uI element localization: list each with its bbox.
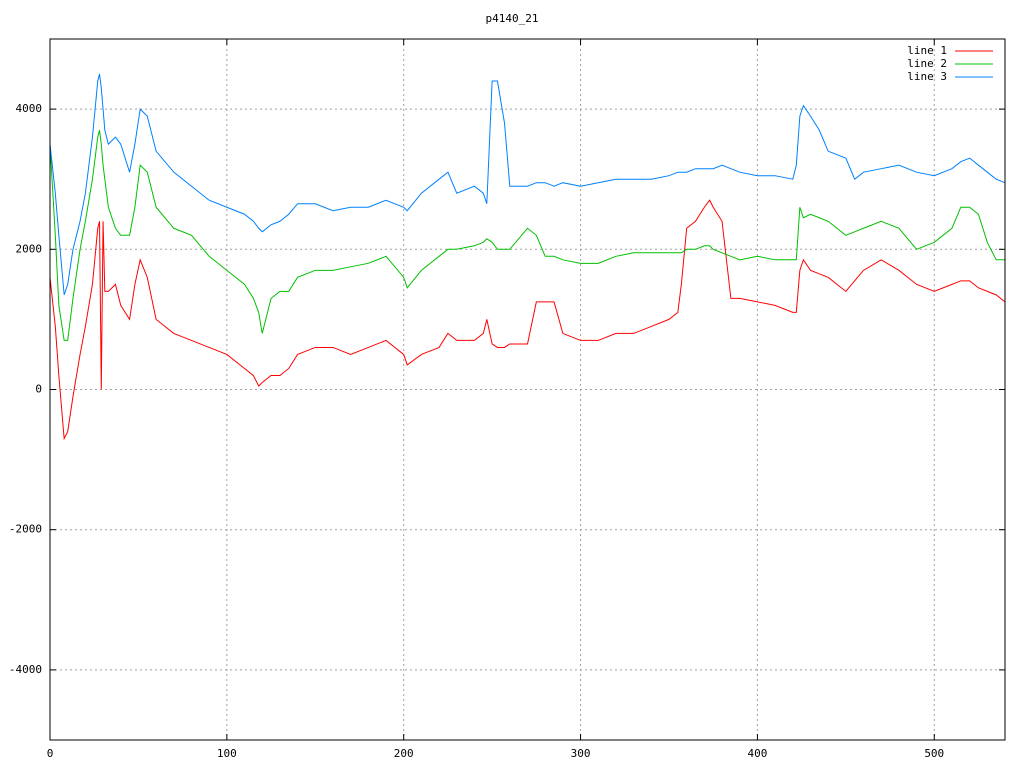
x-tick-label: 400: [747, 747, 767, 760]
legend-label: line 3: [907, 70, 947, 83]
series-line: [49, 73, 1006, 296]
y-tick-label: 2000: [16, 242, 43, 255]
series-line: [49, 130, 1005, 341]
legend-label: line 1: [907, 44, 947, 57]
y-tick-label: -4000: [9, 663, 42, 676]
x-tick-label: 100: [217, 747, 237, 760]
plot-border: [49, 38, 1006, 741]
series-line: [49, 199, 1006, 441]
x-tick-label: 300: [571, 747, 591, 760]
y-tick-label: -2000: [9, 523, 42, 536]
x-tick-label: 0: [47, 747, 54, 760]
chart-title: p4140_21: [486, 12, 539, 25]
x-tick-label: 200: [394, 747, 414, 760]
y-tick-label: 0: [35, 383, 42, 396]
y-tick-label: 4000: [16, 102, 43, 115]
x-tick-label: 500: [924, 747, 944, 760]
legend-label: line 2: [907, 57, 947, 70]
